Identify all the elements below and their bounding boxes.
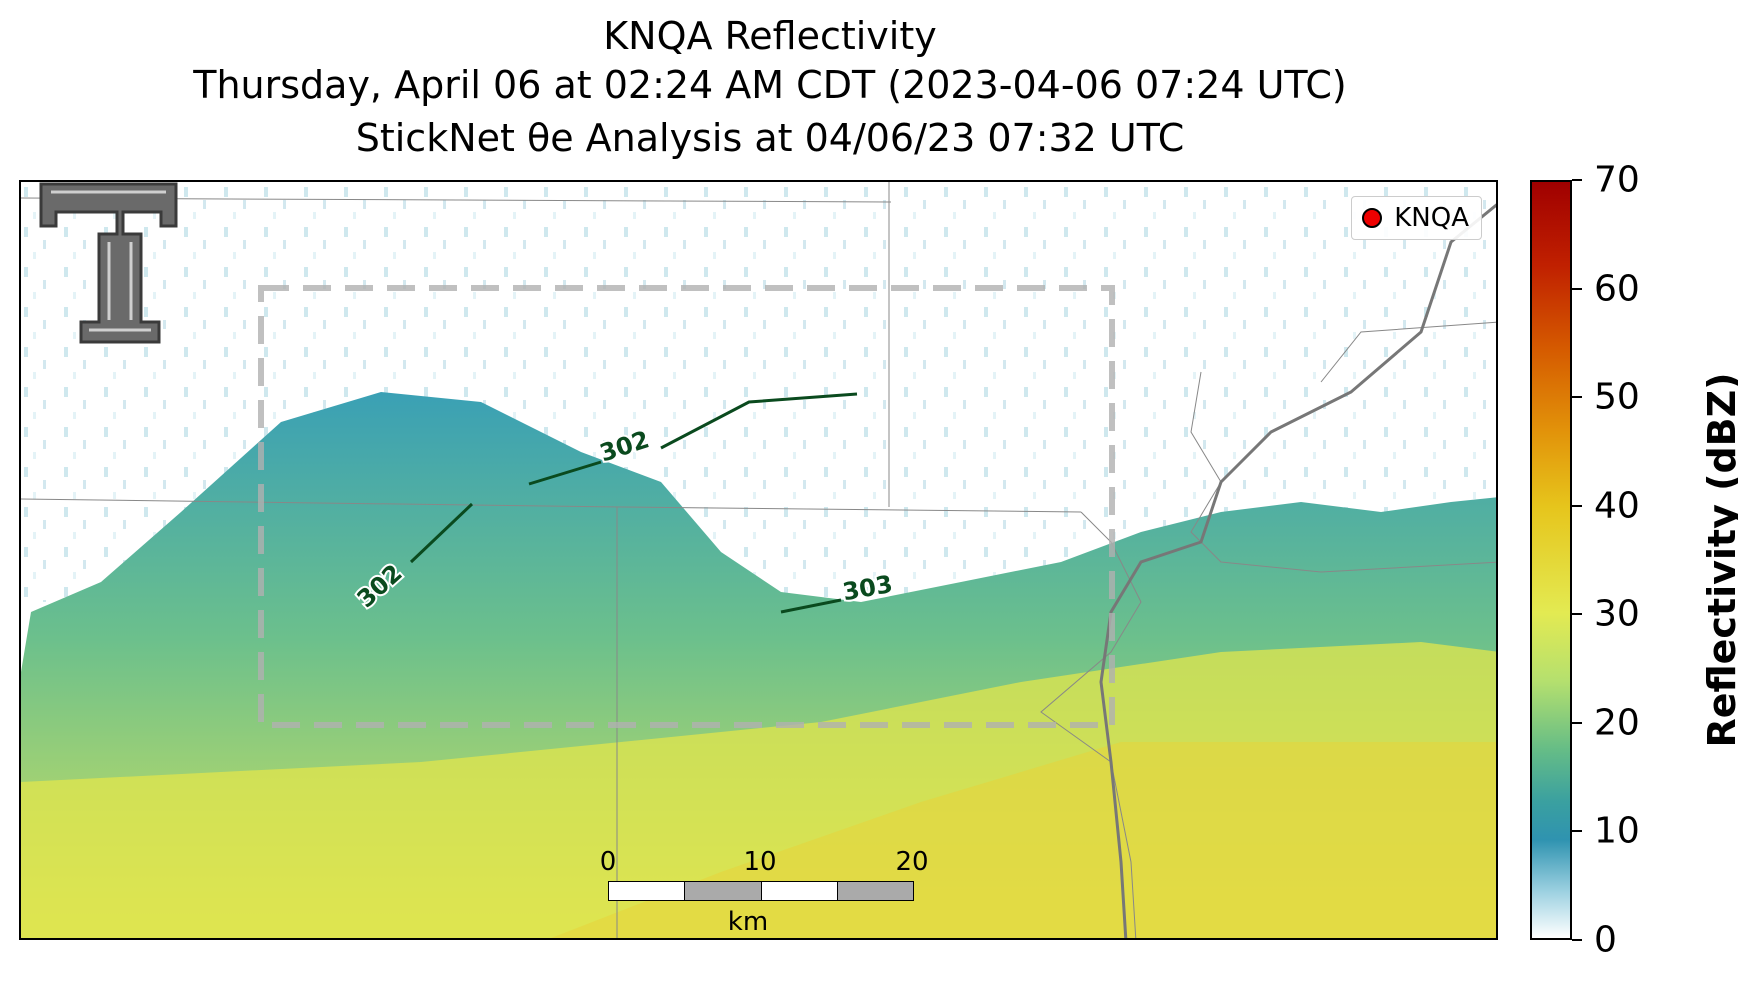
contour-303 (780, 598, 842, 614)
colorbar-tick-label: 0 (1594, 919, 1617, 961)
theta-e-contours (363, 392, 858, 614)
interstate-highway (1099, 203, 1496, 938)
title-line-2: Thursday, April 06 at 02:24 AM CDT (2023… (193, 63, 1347, 107)
colorbar-tick-label: 30 (1594, 593, 1640, 635)
scale-tick: 20 (895, 847, 929, 877)
title-line-3: StickNet θe Analysis at 04/06/23 07:32 U… (355, 116, 1185, 160)
legend-label: KNQA (1394, 203, 1469, 233)
scale-unit: km (727, 907, 769, 937)
colorbar-tick-mark (1572, 721, 1582, 724)
colorbar-tick-label: 70 (1594, 159, 1640, 201)
scale-tick: 10 (743, 847, 777, 877)
analysis-domain-box (258, 285, 1115, 728)
distance-scale-bar: 0 10 20 km (598, 847, 929, 937)
colorbar-tick-mark (1572, 613, 1582, 616)
contour-302-west (363, 502, 474, 610)
scale-segments (608, 881, 914, 901)
colorbar-tick-mark (1572, 830, 1582, 833)
colorbar-tick-mark (1572, 396, 1582, 399)
colorbar-tick-label: 60 (1594, 268, 1640, 310)
county-boundaries (21, 182, 1496, 938)
colorbar-tick-mark (1572, 504, 1582, 507)
radar-site-marker-icon (1362, 208, 1383, 228)
colorbar (1530, 180, 1572, 940)
texas-tech-double-t-logo (39, 182, 178, 344)
title-line-1: KNQA Reflectivity (603, 14, 937, 58)
colorbar-tick-label: 50 (1594, 376, 1640, 418)
colorbar-tick-label: 10 (1594, 810, 1640, 852)
scale-tick: 0 (599, 847, 617, 877)
colorbar-tick-label: 20 (1594, 702, 1640, 744)
colorbar-tick-mark (1572, 179, 1582, 181)
colorbar-tick-label: 40 (1594, 485, 1640, 527)
colorbar-tick-mark (1572, 939, 1582, 941)
radar-map[interactable]: 302 302 303 KNQA (19, 180, 1498, 940)
radar-map-canvas: 302 302 303 (21, 182, 1496, 938)
map-legend: KNQA (1351, 196, 1482, 240)
colorbar-tick-mark (1572, 287, 1582, 290)
colorbar-ticks: 0 10 20 30 40 50 60 70 (1572, 160, 1652, 961)
colorbar-label: Reflectivity (dBZ) (1700, 372, 1738, 748)
contour-302-north (528, 392, 858, 486)
